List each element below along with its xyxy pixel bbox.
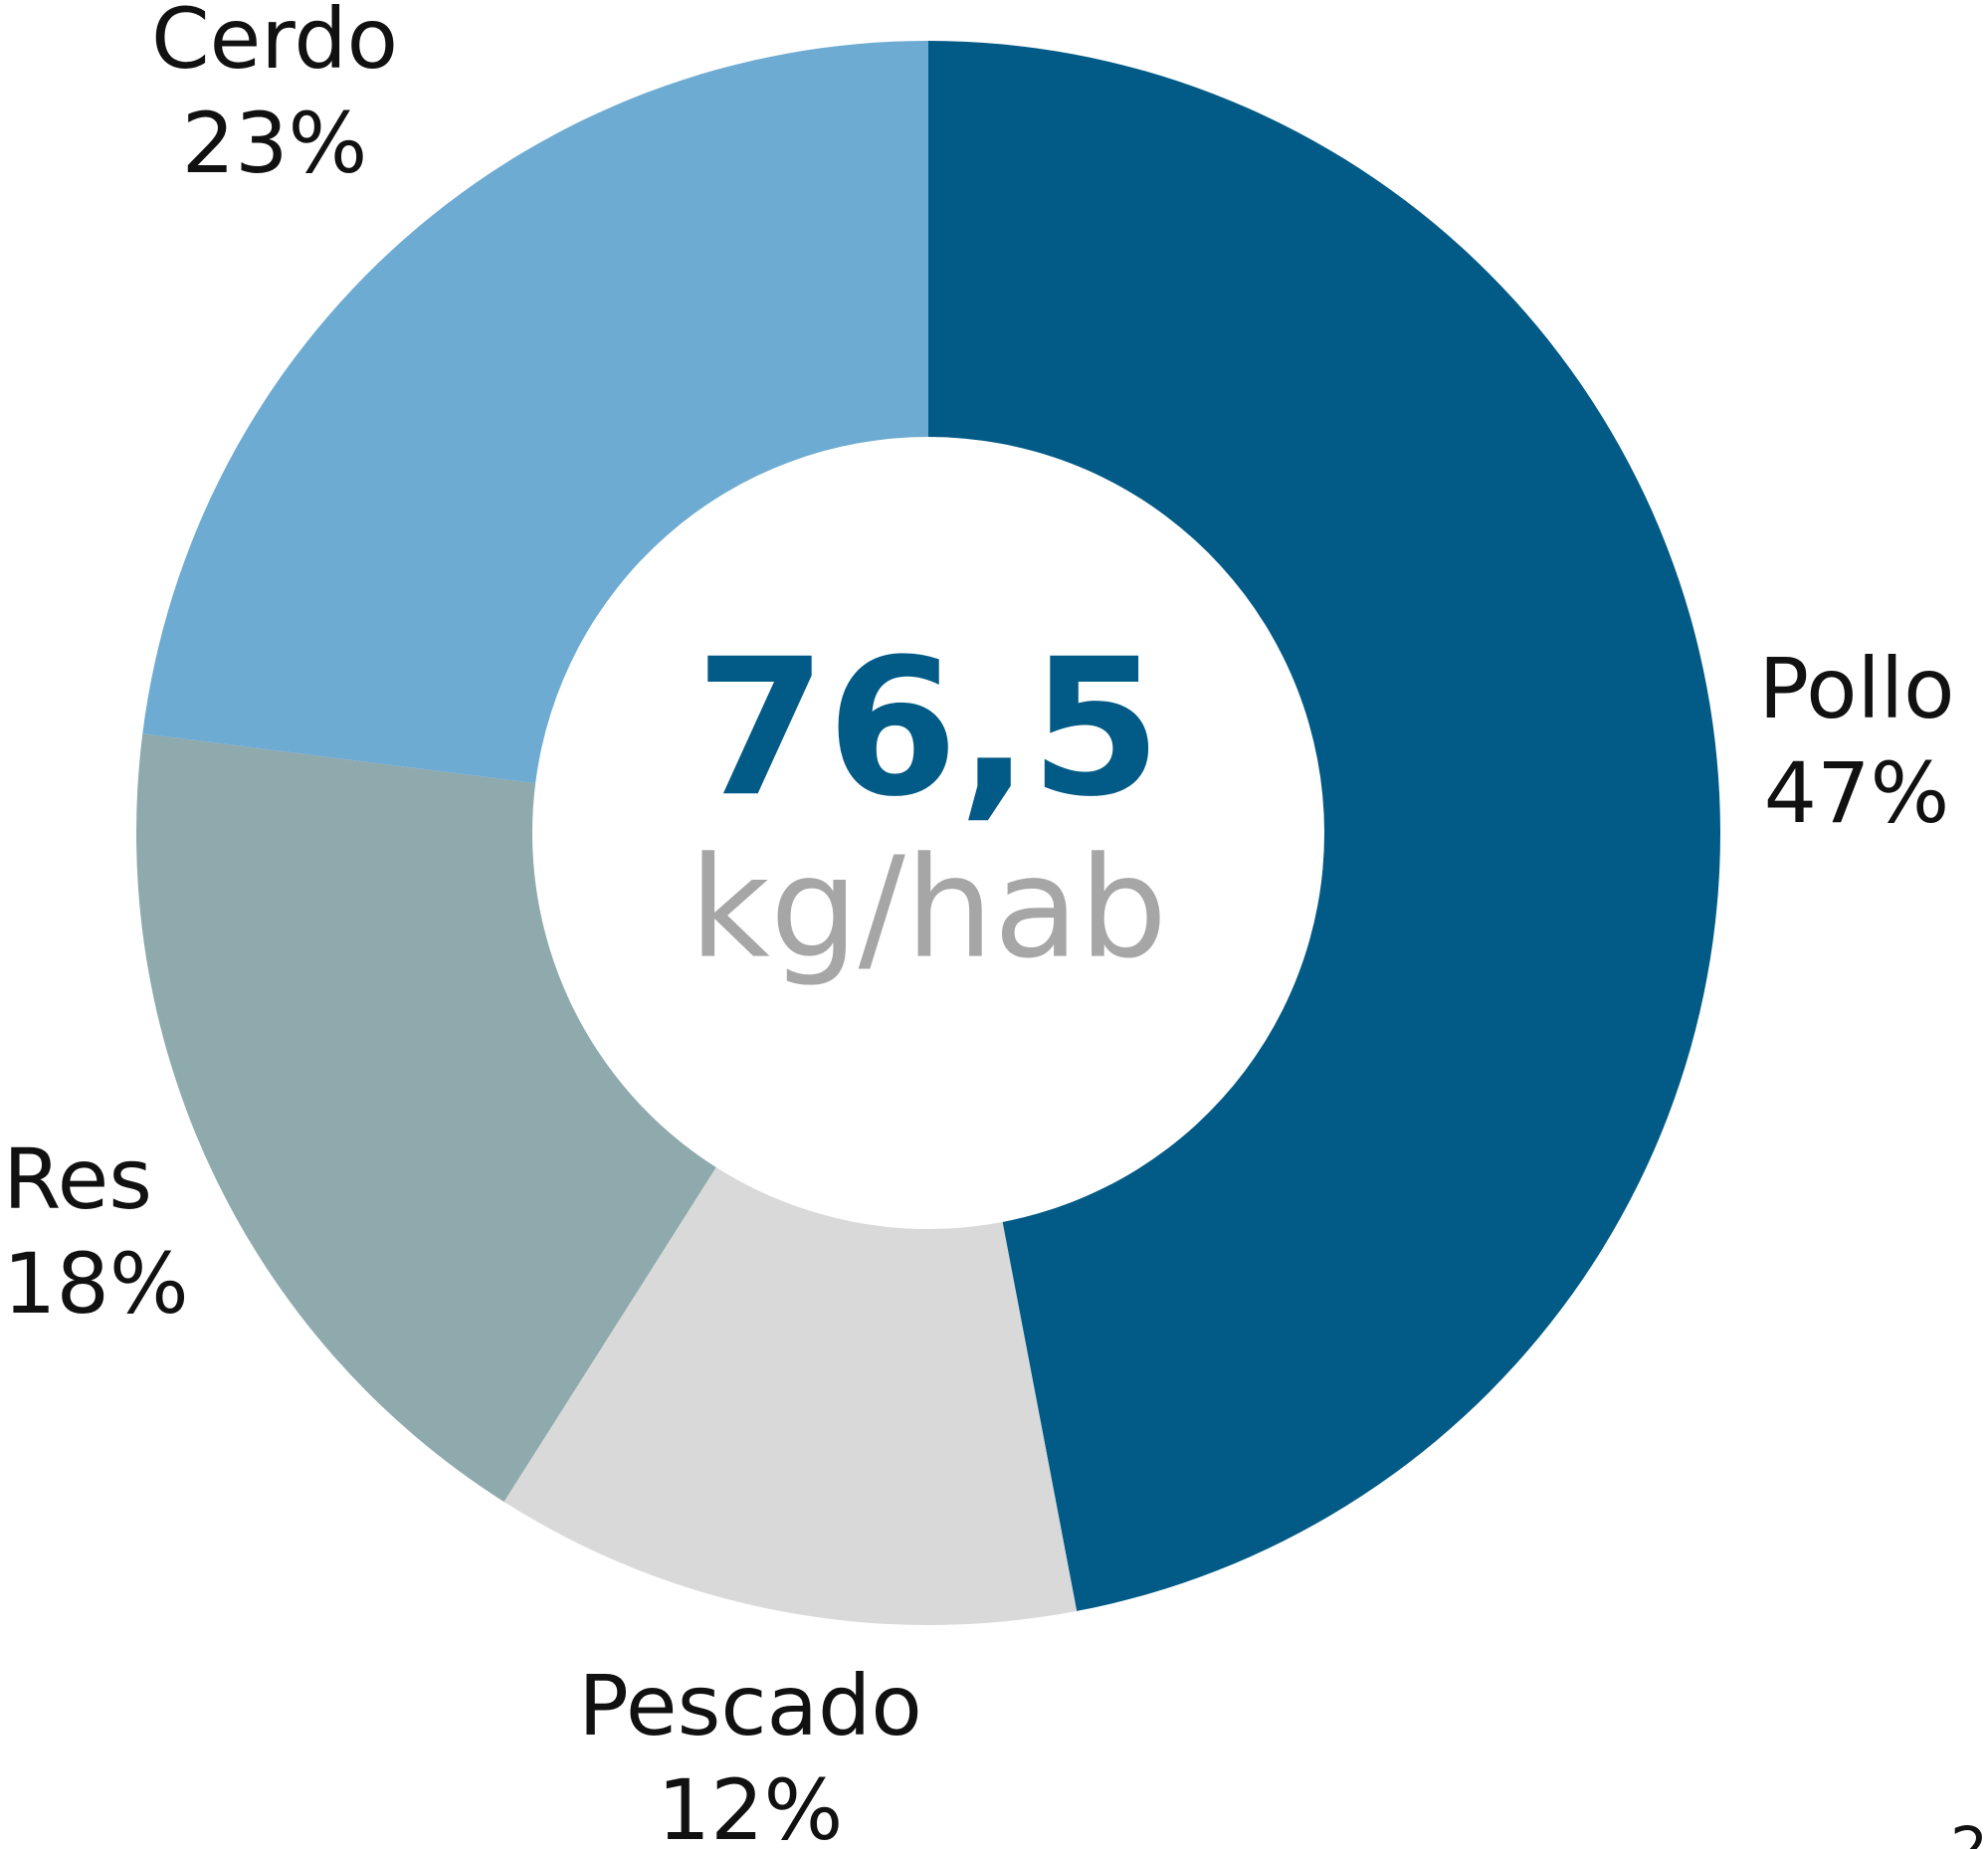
donut-slice	[142, 41, 928, 784]
slice-value-label: 18%	[3, 1235, 189, 1333]
center-value: 76,5	[696, 618, 1162, 838]
donut	[136, 41, 1720, 1625]
slice-value-label: 47%	[1764, 744, 1950, 842]
slice-label: Pollo	[1758, 640, 1954, 737]
slice-label: Res	[3, 1130, 152, 1228]
donut-slice	[928, 41, 1720, 1611]
slice-label: Cerdo	[151, 0, 398, 88]
slice-value-label: 23%	[182, 95, 368, 192]
donut-slice	[503, 1167, 1078, 1625]
center-label: kg/hab	[690, 828, 1168, 990]
slice-label: Pescado	[578, 1657, 921, 1754]
page-number: 20	[1950, 1815, 1988, 1849]
donut-slice	[136, 733, 716, 1503]
slice-value-label: 12%	[658, 1761, 844, 1849]
